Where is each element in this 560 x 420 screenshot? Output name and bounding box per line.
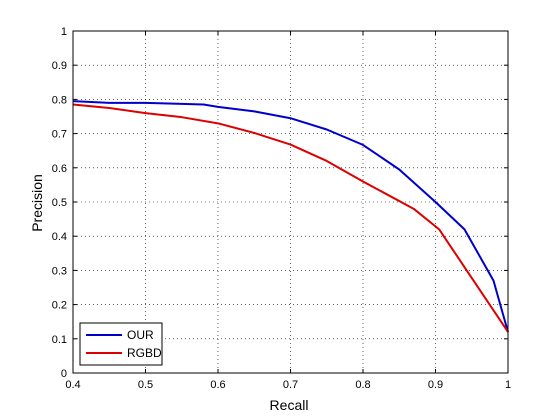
y-tick-label: 0.5 [52,197,67,209]
axes-frame [72,30,509,374]
y-tick-label: 0.4 [52,231,67,243]
y-tick-label: 0.7 [52,129,67,141]
y-tick-label: 0 [61,368,67,380]
series-line-rgbd [72,103,509,333]
y-tick-label: 0.2 [52,300,67,312]
series-line-our [72,100,509,333]
x-tick-label: 0.4 [65,379,80,391]
x-tick-label: 0.5 [138,379,153,391]
plot-background [73,31,508,373]
y-tick-label: 0.1 [52,334,67,346]
legend-box [79,322,163,366]
labels-layer: Recall Precision [29,174,308,413]
y-tick-label: 0.8 [52,94,67,106]
y-tick-label: 0.9 [52,60,67,72]
x-tick-label: 0.7 [283,379,298,391]
y-tick-label: 0.6 [52,163,67,175]
series-layer [72,100,509,333]
x-tick-label: 0.8 [355,379,370,391]
y-tick-label: 0.3 [52,265,67,277]
x-tick-label: 0.9 [428,379,443,391]
legend-label-our: OUR [127,328,154,342]
y-axis-label: Precision [29,174,45,232]
grid-layer [73,31,508,373]
axes-layer: 0.4 0.5 0.6 0.7 0.8 0.9 1 0 0.1 0.2 0.3 0.4 0.5 0.6 0.… [52,26,511,391]
x-tick-label: 1 [505,379,511,391]
x-axis-label: Recall [270,397,309,413]
x-tick-label: 0.6 [210,379,225,391]
legend: OUR RGBD [79,322,163,366]
y-tick-label: 1 [61,26,67,38]
legend-label-rgbd: RGBD [127,346,162,360]
